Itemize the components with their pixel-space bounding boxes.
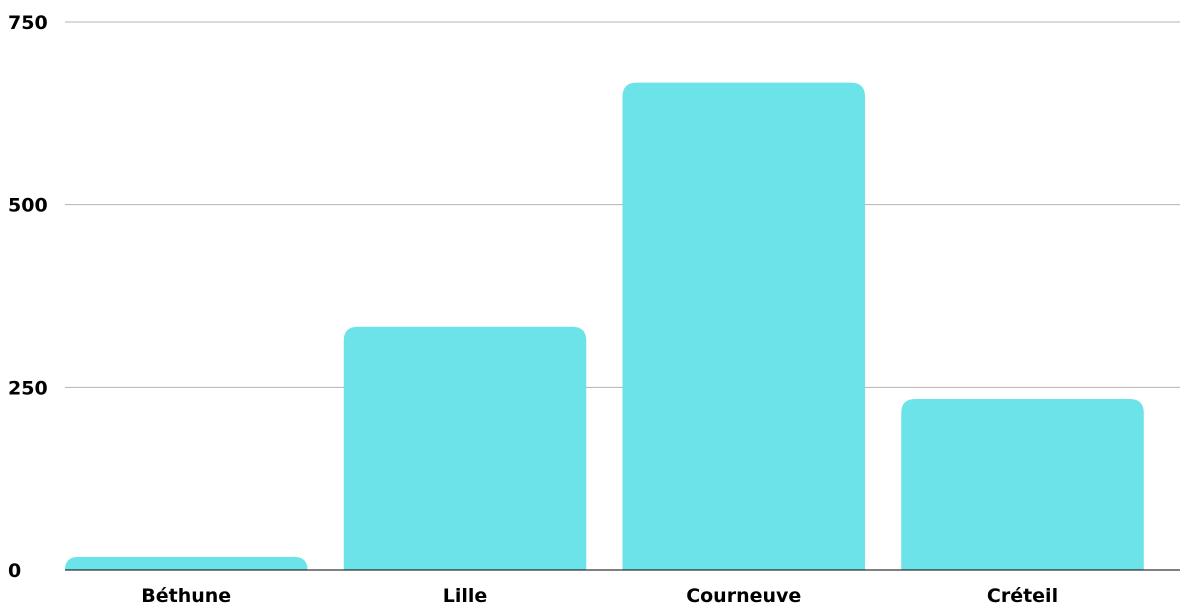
y-tick-label: 0 (8, 560, 21, 582)
y-axis-ticks: 0 250 500 750 (8, 12, 48, 582)
bar-cr-teil (901, 399, 1144, 570)
x-axis-labels: Béthune Lille Courneuve Créteil (141, 585, 1058, 606)
bar-courneuve (622, 82, 866, 571)
y-tick-label: 750 (8, 12, 48, 34)
x-tick-label: Courneuve (686, 585, 801, 606)
bar-b-thune (65, 556, 308, 570)
x-tick-label: Béthune (141, 585, 231, 606)
x-tick-label: Lille (443, 585, 488, 606)
y-tick-label: 250 (8, 377, 48, 399)
y-tick-label: 500 (8, 195, 48, 217)
bar-lille (343, 326, 587, 570)
bars (65, 82, 1144, 571)
x-tick-label: Créteil (987, 585, 1058, 606)
